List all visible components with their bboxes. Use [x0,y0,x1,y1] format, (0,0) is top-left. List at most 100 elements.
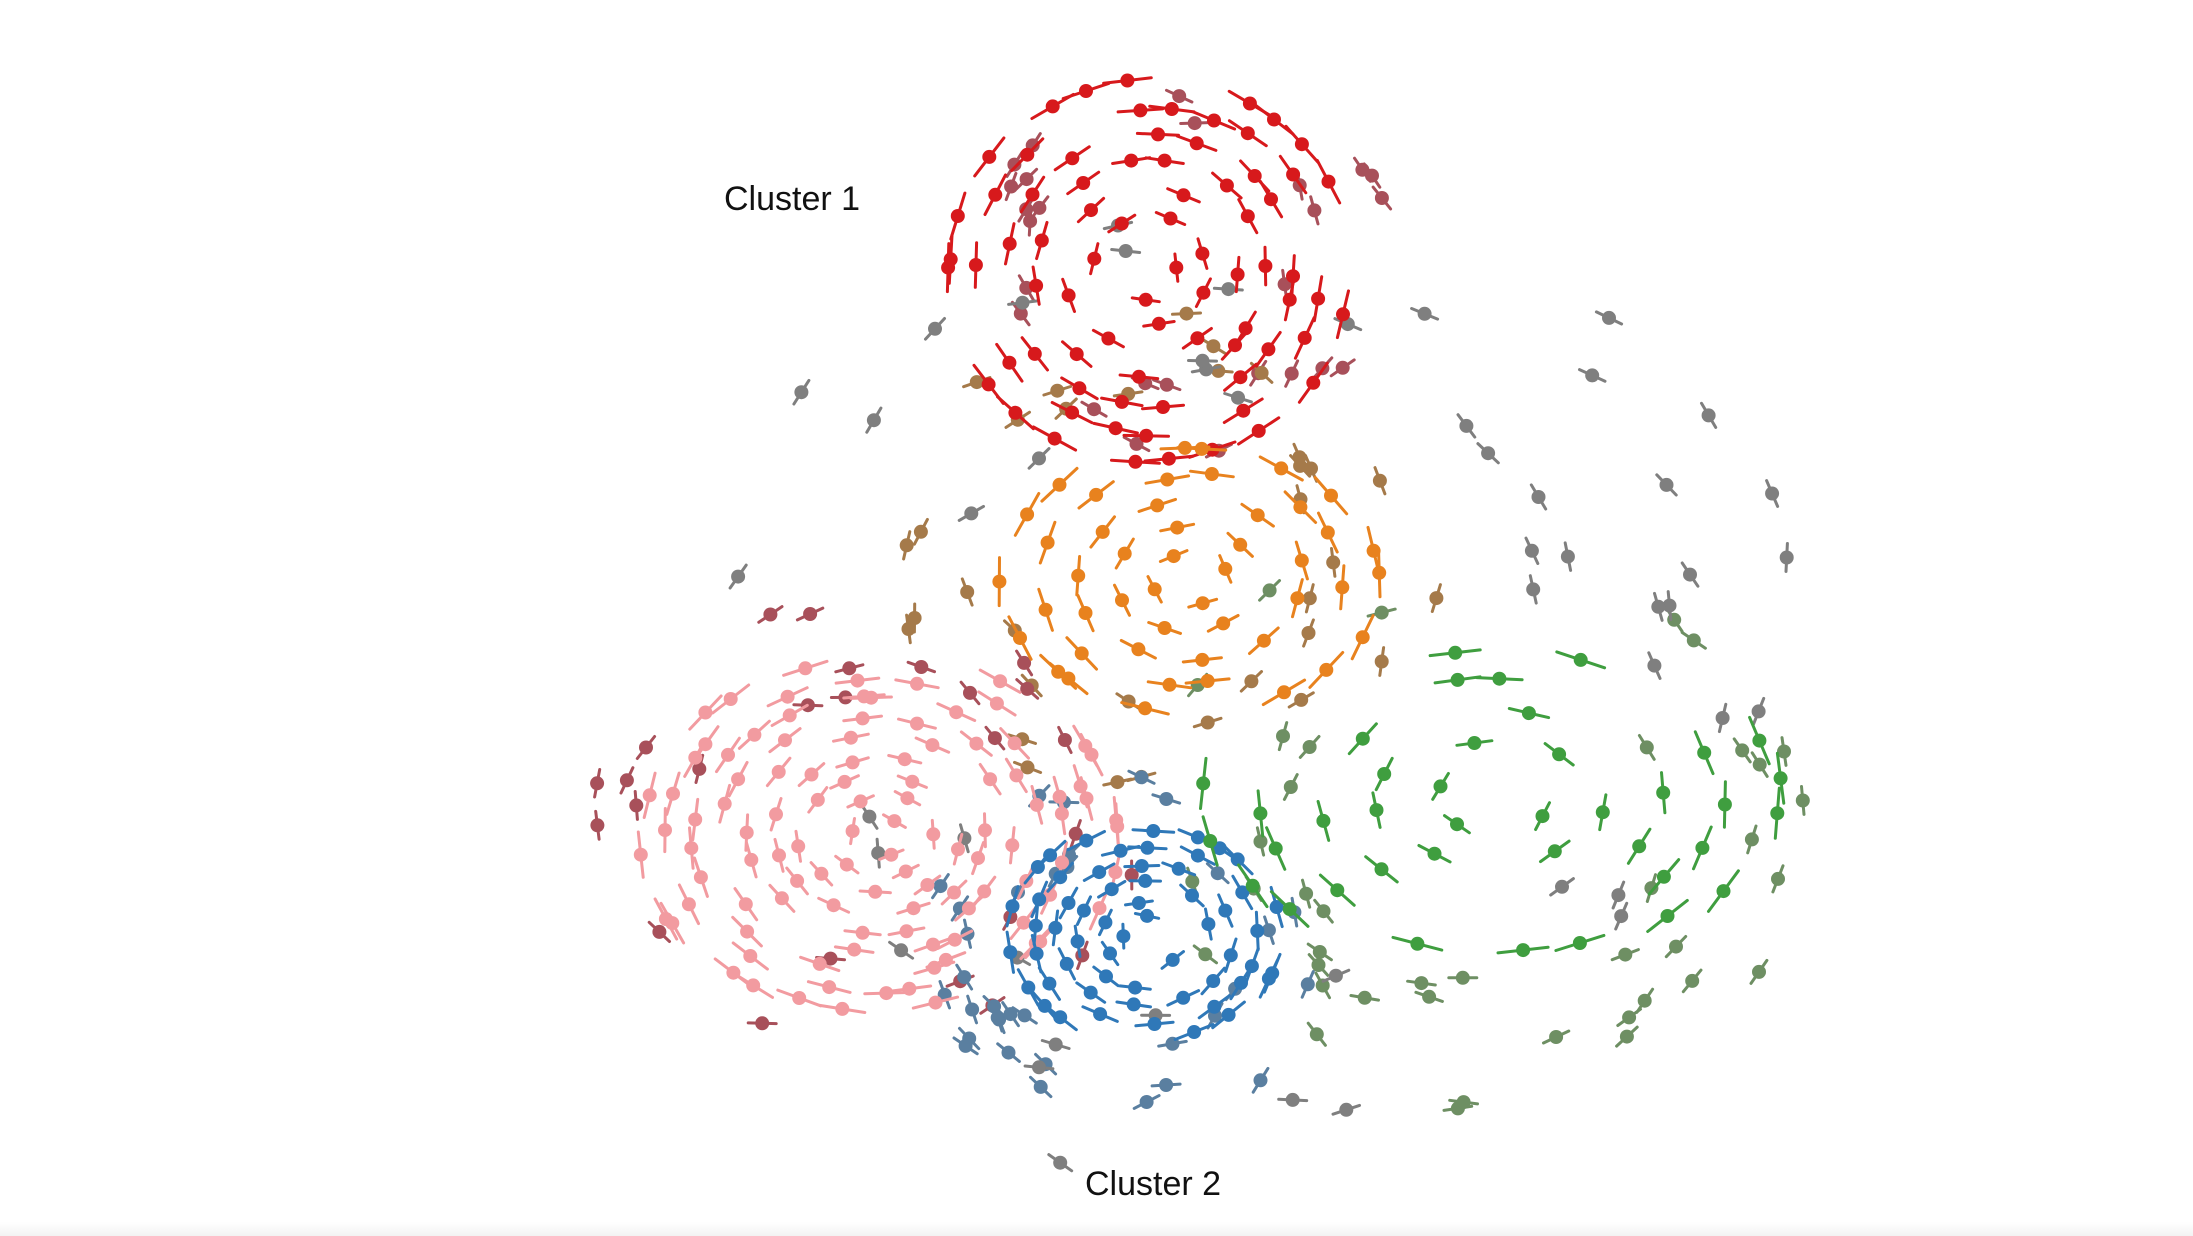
cluster-pink-point [1029,797,1044,812]
noise-point [1560,549,1575,564]
cluster-orange-point [1335,580,1350,595]
cluster-pink-point [969,736,984,751]
cluster-green-point [1203,834,1218,848]
cluster-blue-point [1098,915,1113,930]
cluster-green-point [1752,733,1767,748]
cluster-pink-halo-point [1057,733,1072,747]
cluster-orange-point [1038,602,1053,617]
cluster-blue-point [1043,848,1058,863]
cluster-green-point [1268,841,1283,856]
noise-point [871,846,886,861]
cluster-green-point [1448,645,1463,660]
cluster-pink-point [925,738,940,753]
cluster-green-point [1695,840,1710,855]
cluster-pink-point [983,772,998,787]
cluster-red-point [1240,126,1255,141]
cluster-red-point [1114,216,1129,231]
cluster-orange-halo-point [960,585,975,599]
noise-point [1015,295,1030,310]
cluster-blue-point [1042,976,1057,991]
cluster-pink-halo-point [692,761,707,776]
cluster-orange-halo-point [1200,715,1215,730]
cluster-orange-point [1089,487,1104,502]
cluster-red-halo-point [1307,203,1322,218]
cluster-pink-point [658,823,672,838]
cluster-pink-point [666,786,680,801]
cluster-pink-halo-point [755,1016,770,1031]
cluster-blue-point [1061,896,1076,910]
cluster-pink-point [857,689,871,704]
bottom-edge [0,1222,2193,1236]
cluster-green-halo-point [1299,886,1314,901]
cluster-orange-point [1074,646,1089,661]
cluster-green-halo-point [1549,1030,1564,1044]
cluster-red-point [1120,73,1135,88]
cluster-pink-point [879,986,894,1001]
cluster-red-point [1176,188,1191,203]
cluster-green-halo-point [1639,740,1654,755]
cluster-blue-point [1128,980,1143,995]
noise-point [1651,599,1666,614]
noise-point [1683,567,1697,582]
cluster-pink-point [989,696,1004,711]
cluster-red-point [1002,355,1017,370]
cluster-blue-halo-point [1001,1045,1016,1060]
cluster-pink-point [1009,768,1024,783]
cluster-orange-halo-point [1326,555,1341,570]
cluster-pink-point [780,689,795,704]
cluster-red-point [1027,346,1042,361]
cluster-blue-point [1165,952,1180,967]
cluster-green-halo-point [1637,993,1652,1008]
cluster-pink-point [926,937,940,952]
cluster-pink-halo-point [1068,826,1083,841]
cluster-red-point [1114,394,1129,409]
cluster-orange-point [1366,543,1381,558]
cluster-blue-point [1029,946,1044,961]
cluster-green-halo-point [1619,1029,1634,1044]
cluster-blue-point [1005,899,1020,914]
cluster-red-point [982,149,997,164]
cluster-pink-point [633,847,648,862]
cluster-pink-point [747,727,762,742]
cluster-red-point [1297,330,1312,345]
noise-point [1032,451,1046,466]
noise-point [1221,282,1236,297]
cluster-pink-point [1016,915,1031,930]
cluster-red-point [1156,400,1170,414]
cluster-orange-halo-point [1050,383,1065,398]
cluster-pink-point [868,884,883,899]
cluster-orange-point [1324,488,1338,503]
cluster-red-point [988,187,1003,202]
cluster-blue-halo-point [1300,977,1315,992]
cluster-pink-point [947,885,961,900]
cluster-blue-point [1140,840,1155,855]
cluster-pink-point [743,949,758,963]
cluster-pink-point [1007,736,1022,751]
cluster-red-point [1258,259,1273,273]
cluster-orange-point [1195,652,1210,667]
cluster-pink-point [739,825,754,840]
noise-point [1701,408,1716,423]
cluster-blue-halo-point [958,1038,973,1053]
cluster-red-halo-point [1019,172,1034,187]
cluster-green-halo-point [1283,780,1298,794]
cluster-red-point [1261,342,1276,357]
cluster-orange-point [1160,472,1175,487]
cluster-orange-halo-point [1206,339,1221,354]
cluster-red-point [1228,338,1242,353]
cluster-red-point [1133,103,1148,118]
cluster-red-halo-point [1013,306,1028,321]
cluster-pink-point [771,764,786,779]
noise-point [1585,368,1600,383]
cluster-pink-point [845,755,860,770]
cluster-blue-point [1234,975,1248,990]
cluster-orange-point [1095,524,1110,539]
cluster-blue-point [1146,824,1161,838]
cluster-pink-halo-point [639,740,653,755]
cluster-pink-point [658,912,673,926]
cluster-red-point [1151,316,1166,331]
cluster-blue-point [1269,900,1284,914]
cluster-pink-point [738,897,753,912]
cluster-green-halo-point [1198,947,1213,962]
noise-point [1231,390,1245,405]
